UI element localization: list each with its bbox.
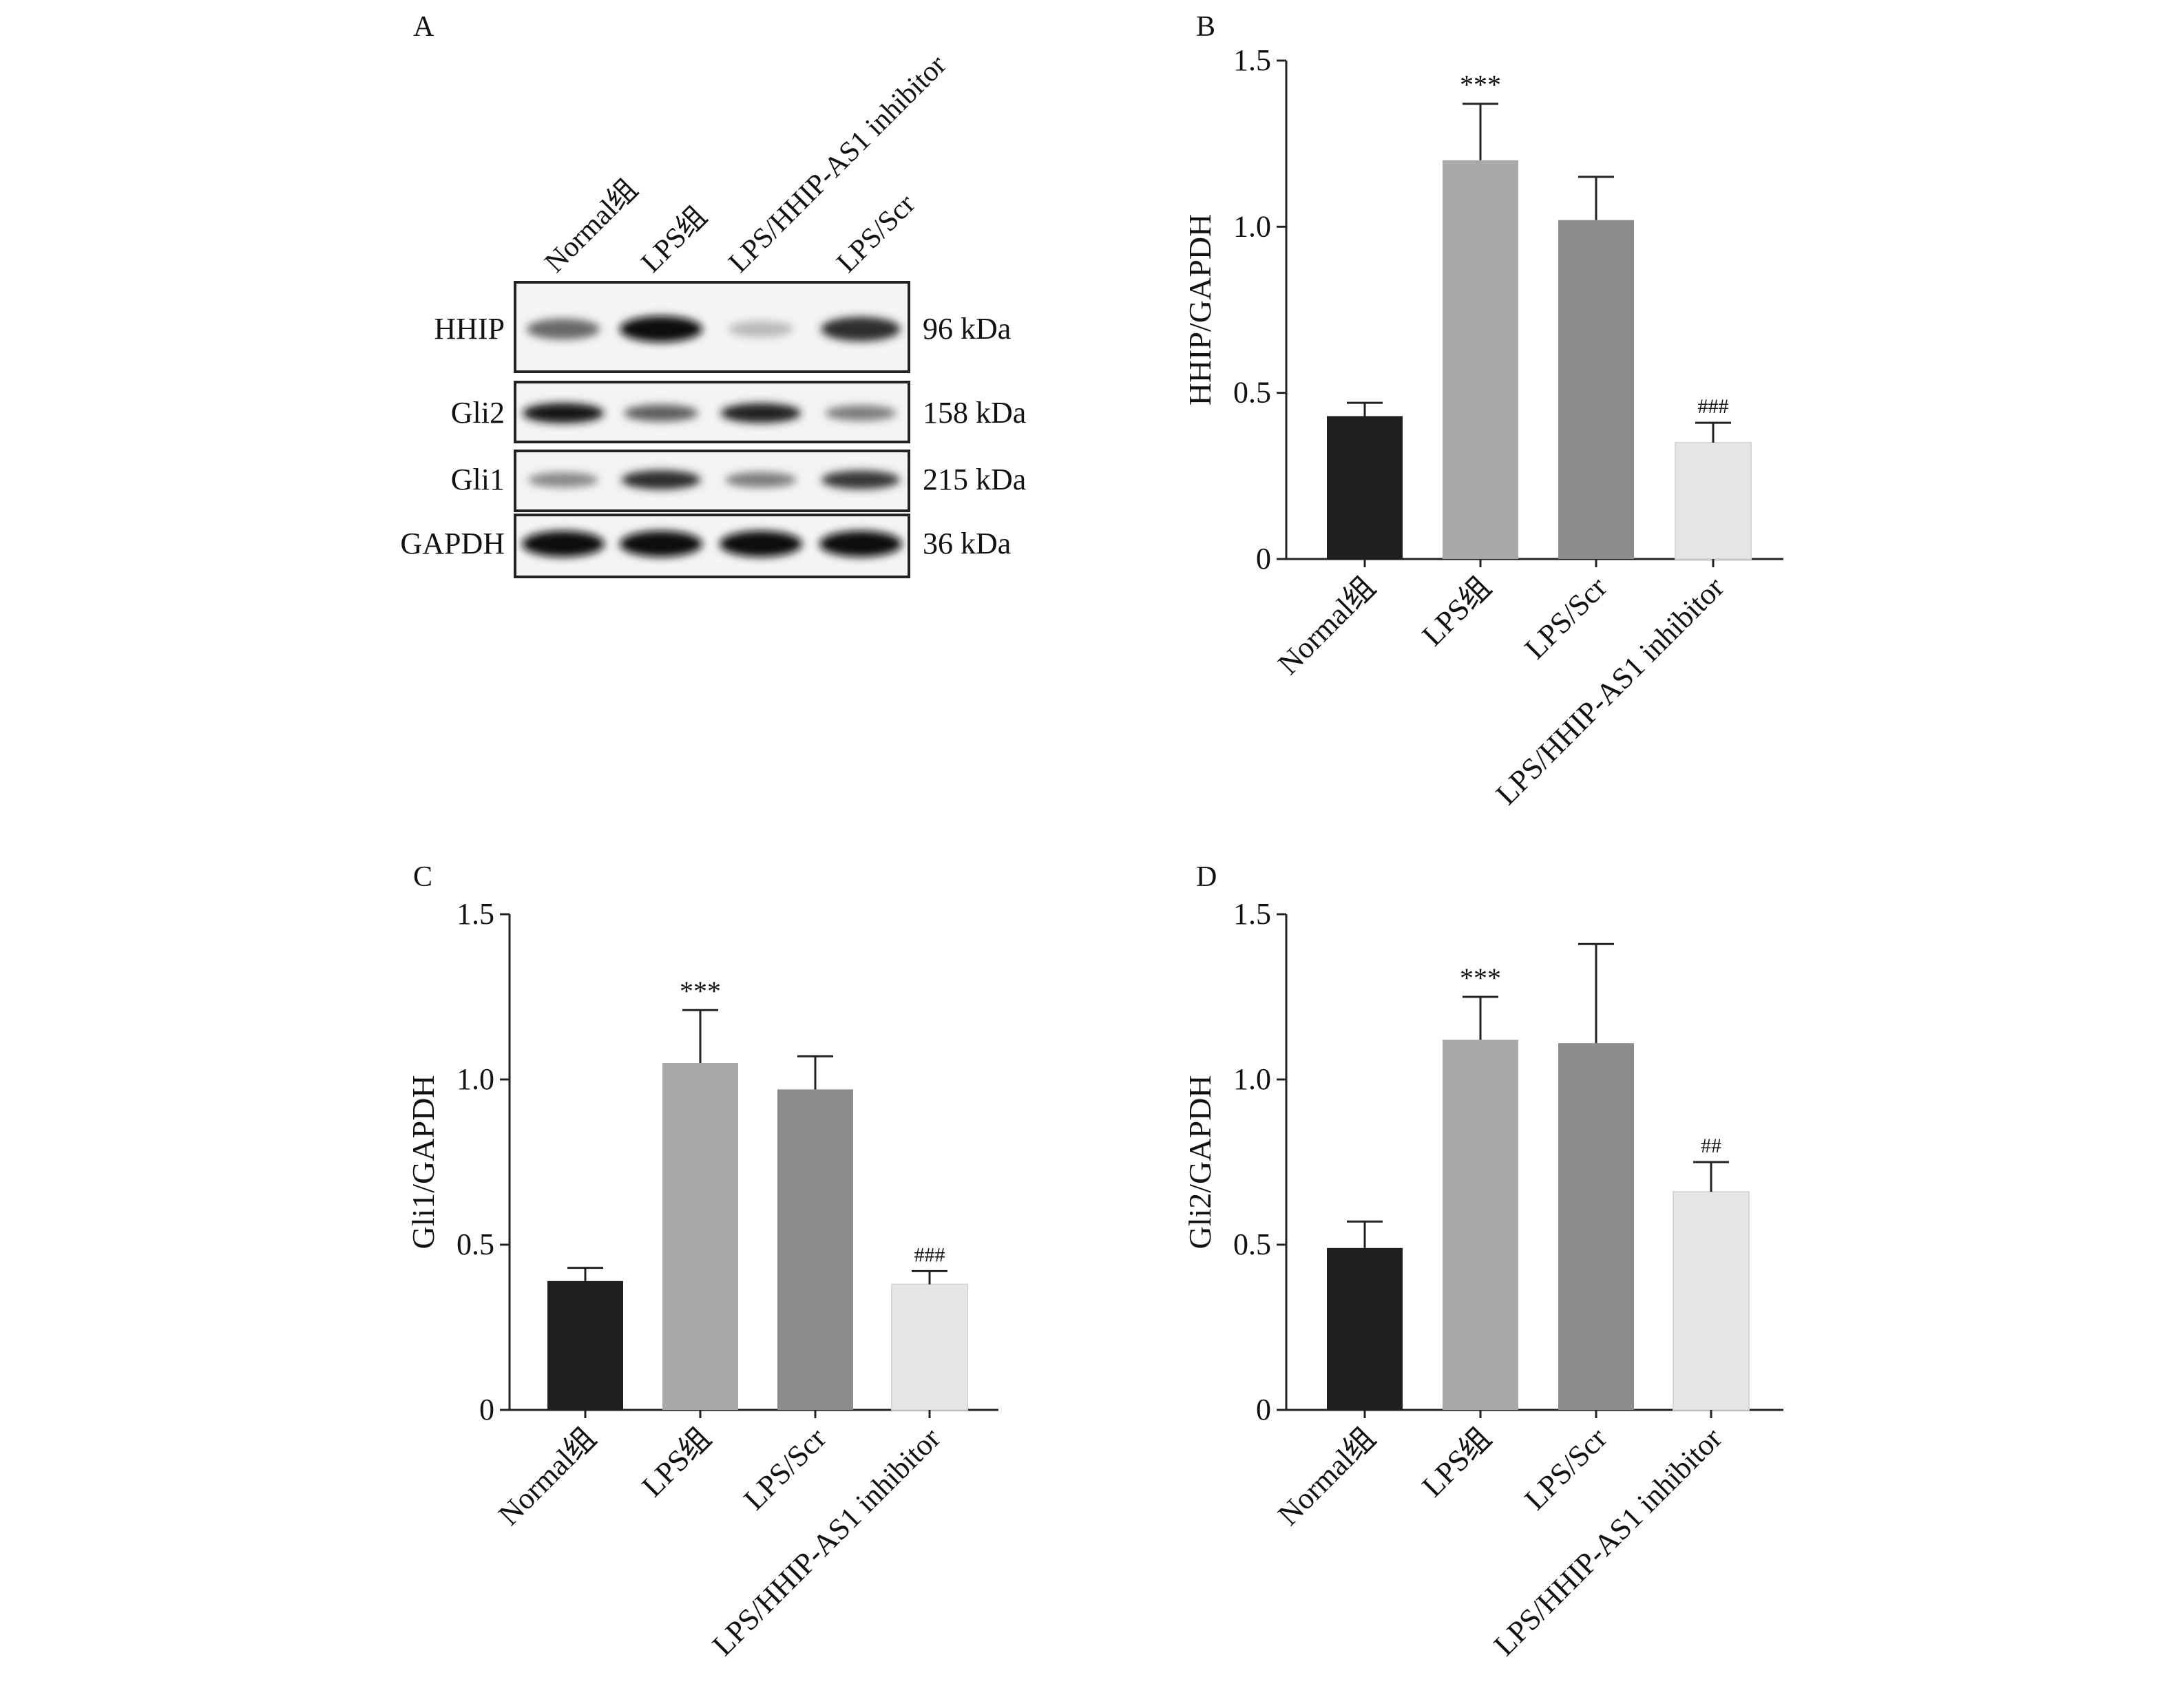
lane-label: LPS/Scr (831, 189, 922, 280)
significance-label: ### (1698, 395, 1729, 418)
x-tick-label: LPS/HHIP-AS1 inhibitor (706, 1421, 947, 1662)
x-tick-label: LPS组 (1416, 1421, 1498, 1503)
bar (1675, 442, 1752, 560)
x-tick-label: LPS/Scr (737, 1421, 833, 1517)
blot-band (728, 321, 794, 337)
bar (1558, 220, 1634, 559)
x-tick-label: LPS组 (1416, 570, 1498, 652)
bar (1327, 1247, 1403, 1410)
blot-band (821, 317, 901, 341)
bar (1673, 1191, 1750, 1411)
bar (662, 1063, 738, 1410)
chart-panel-c: C 0 0.5 1.0 1.5 Gli1/GAPDH Normal组 *** LPS组 LPS/S… (406, 861, 998, 1663)
bar (1558, 1043, 1634, 1410)
panel-label: D (1196, 861, 1217, 893)
bar (1443, 160, 1518, 560)
blot-size-label: 215 kDa (923, 463, 1026, 496)
y-tick-label: 0.5 (1233, 1227, 1271, 1261)
x-tick-label: LPS/HHIP-AS1 inhibitor (1487, 1421, 1728, 1662)
y-tick-label: 1.0 (1233, 1062, 1271, 1096)
blot-row: Gli1 215 kDa (451, 450, 1026, 512)
y-tick-label: 1.5 (457, 897, 494, 931)
y-tick-label: 1.0 (1233, 209, 1271, 243)
bar (1443, 1040, 1518, 1410)
blot-band (620, 316, 702, 342)
panel-label: B (1196, 11, 1215, 43)
blot-band (621, 470, 701, 489)
blot-band (522, 403, 605, 423)
x-tick-label: Normal组 (1271, 570, 1382, 681)
y-axis-label: HHIP/GAPDH (1182, 214, 1217, 406)
x-tick-label: LPS/Scr (1518, 570, 1614, 666)
x-tick-label: Normal组 (492, 1421, 602, 1532)
blot-band (825, 405, 897, 421)
chart-panel-d: D 0 0.5 1.0 1.5 Gli2/GAPDH Normal组 *** LPS组 LPS/S… (1182, 861, 1783, 1663)
lane-label: Normal组 (539, 173, 645, 279)
blot-rows: HHIP 96 kDa Gli2 158 kDa Gli1 215 kDa GAPDH 36 … (400, 281, 1026, 578)
blot-row: Gli2 158 kDa (451, 381, 1026, 443)
blot-band (725, 472, 797, 488)
blot-protein-label: Gli1 (451, 463, 505, 496)
x-tick-label: LPS组 (636, 1421, 717, 1503)
blot-band (526, 318, 600, 340)
significance-label: *** (1460, 70, 1501, 101)
bar (1327, 416, 1403, 559)
blot-band (720, 403, 801, 423)
blot-size-label: 158 kDa (923, 396, 1026, 430)
y-tick-label: 1.5 (1233, 43, 1271, 77)
y-axis-label: Gli1/GAPDH (406, 1075, 441, 1249)
chart-panel-b: B 0 0.5 1.0 1.5 HHIP/GAPDH Normal组 *** LPS组 LPS/S… (1182, 11, 1783, 812)
lane-label: LPS/HHIP-AS1 inhibitor (723, 49, 953, 279)
x-tick-label: LPS/Scr (1518, 1421, 1614, 1517)
x-tick-label: LPS/HHIP-AS1 inhibitor (1489, 570, 1730, 811)
blot-band (720, 531, 802, 557)
significance-label: ## (1701, 1135, 1721, 1157)
bar (547, 1280, 623, 1410)
blot-band (528, 472, 598, 487)
y-tick-label: 0 (1256, 542, 1271, 576)
x-tick-label: Normal组 (1271, 1421, 1382, 1532)
y-tick-label: 0 (479, 1393, 494, 1426)
blot-band (522, 531, 605, 557)
lane-label: LPS组 (636, 201, 713, 279)
blot-protein-label: GAPDH (400, 527, 505, 560)
y-tick-label: 1.0 (457, 1062, 494, 1096)
panel-a-label: A (413, 11, 434, 43)
blot-band (819, 531, 902, 557)
y-axis-label: Gli2/GAPDH (1182, 1075, 1217, 1249)
bar (891, 1283, 968, 1411)
blot-band (821, 470, 900, 489)
significance-label: *** (680, 976, 721, 1006)
panel-label: C (413, 861, 432, 893)
y-tick-label: 0.5 (1233, 376, 1271, 410)
blot-size-label: 96 kDa (923, 312, 1011, 346)
blot-size-label: 36 kDa (923, 527, 1011, 560)
blot-row: HHIP 96 kDa (434, 281, 1011, 373)
bar (777, 1089, 853, 1410)
y-tick-label: 0.5 (457, 1227, 494, 1261)
y-tick-label: 1.5 (1233, 897, 1271, 931)
significance-label: ### (914, 1243, 945, 1266)
blot-protein-label: HHIP (434, 312, 505, 346)
blot-band (620, 531, 702, 557)
blot-row: GAPDH 36 kDa (400, 514, 1011, 578)
y-tick-label: 0 (1256, 1393, 1271, 1426)
blot-protein-label: Gli2 (451, 396, 505, 430)
blot-band (624, 404, 698, 422)
significance-label: *** (1460, 962, 1501, 993)
